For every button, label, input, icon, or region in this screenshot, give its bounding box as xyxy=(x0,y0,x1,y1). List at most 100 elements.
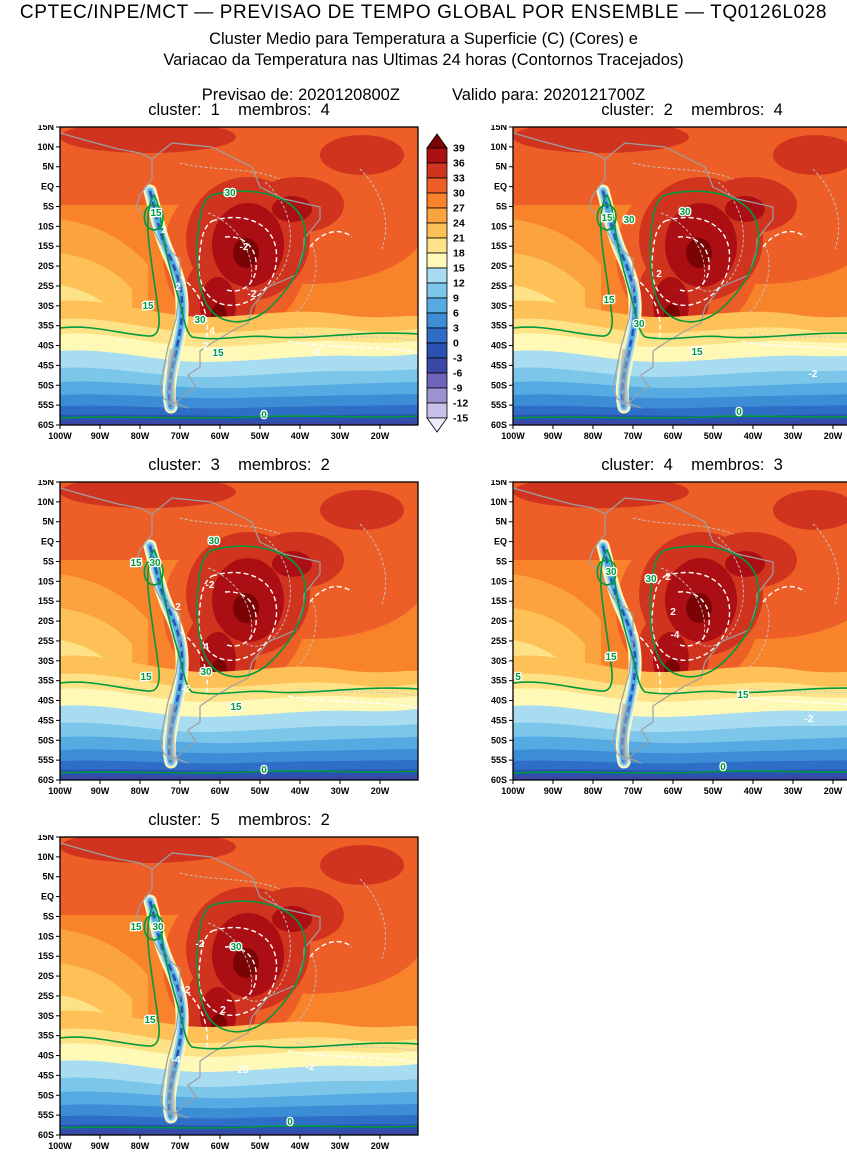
coastline xyxy=(588,142,774,409)
contour-label: -2 xyxy=(182,684,191,695)
contour-label: 2 xyxy=(175,282,181,293)
lon-tick-label: 50W xyxy=(251,786,270,796)
contour-label: -2 xyxy=(240,242,249,253)
lat-tick-label: 35S xyxy=(491,676,507,686)
contour-label: 30 xyxy=(623,215,635,226)
lon-tick-label: 40W xyxy=(291,786,310,796)
colorbar-tick-label: 30 xyxy=(453,188,465,200)
page-title: CPTEC/INPE/MCT — PREVISAO DE TEMPO GLOBA… xyxy=(19,2,828,23)
lat-tick-label: 5S xyxy=(496,201,507,211)
gray-variation-contours xyxy=(632,162,847,339)
colorbar-segment xyxy=(426,342,448,359)
contour-label: -2 xyxy=(306,1062,315,1073)
contour-label: 15 xyxy=(142,301,154,312)
lon-tick-label: 60W xyxy=(211,1141,230,1151)
lon-tick-label: 40W xyxy=(291,431,310,441)
contour-label: 15 xyxy=(603,295,615,306)
lon-tick-label: 60W xyxy=(211,786,230,796)
lat-tick-label: 35S xyxy=(491,321,507,331)
white-variation-contours xyxy=(180,926,418,1064)
lon-tick-label: 70W xyxy=(624,431,643,441)
gray-variation-contours xyxy=(179,517,417,697)
contour-label: 2 xyxy=(220,1005,226,1016)
panel-cluster-4: cluster: 4 membros: 3 15N 10N 5N EQ 5S 10S 15S… xyxy=(481,456,847,796)
lat-tick-label: 5S xyxy=(496,556,507,566)
contour-label: 2 xyxy=(656,269,662,280)
lat-tick-label: 10S xyxy=(491,221,507,231)
lat-tick-label: 50S xyxy=(491,735,507,745)
green-isotherms xyxy=(513,545,847,774)
lon-tick-label: 90W xyxy=(544,786,563,796)
colorbar-tick-label: 24 xyxy=(453,218,465,230)
map-cluster-4: 15N 10N 5N EQ 5S 10S 15S 20S 25S 30S 35S 40S 45S 50S 5… xyxy=(481,477,847,796)
colorbar-tick-label: -9 xyxy=(453,383,462,395)
lat-tick-label: 5S xyxy=(43,556,54,566)
white-variation-contours xyxy=(180,216,418,354)
lat-tick-label: 15N xyxy=(37,125,54,132)
panel-title-cluster-5: cluster: 5 membros: 2 xyxy=(148,811,330,829)
lon-tick-label: 60W xyxy=(664,786,683,796)
contour-label: 30 xyxy=(194,315,206,326)
map-border xyxy=(59,126,419,426)
lat-tick-label: 50S xyxy=(38,380,54,390)
colorbar-segment xyxy=(426,312,448,329)
contour-label: 15 xyxy=(601,213,613,224)
contour-label: 4 xyxy=(209,326,215,337)
lon-tick-label: 90W xyxy=(544,431,563,441)
lon-tick-label: 40W xyxy=(291,1141,310,1151)
colorbar-tick-label: 3 xyxy=(453,323,459,335)
colorbar-segment xyxy=(426,402,448,419)
map-border xyxy=(512,481,847,781)
contour-label: 2 xyxy=(203,341,209,352)
colorbar-segment xyxy=(426,147,448,164)
coastline xyxy=(588,497,774,764)
colorbar-tick-label: -3 xyxy=(453,353,462,365)
map-border xyxy=(512,126,847,426)
subtitle-line-2: Variacao da Temperatura nas Ultimas 24 h… xyxy=(163,51,684,69)
lon-tick-label: 50W xyxy=(704,431,723,441)
lat-tick-label: EQ xyxy=(41,892,54,902)
lat-tick-label: 45S xyxy=(38,1070,54,1080)
lon-tick-label: 20W xyxy=(371,786,390,796)
lon-tick-label: 80W xyxy=(131,786,150,796)
lat-tick-label: 50S xyxy=(38,1090,54,1100)
white-variation-contours xyxy=(633,216,847,351)
lat-tick-label: 10S xyxy=(38,576,54,586)
contour-label: 30 xyxy=(200,667,212,678)
contour-label: 15 xyxy=(150,208,162,219)
lon-tick-label: 100W xyxy=(48,1141,72,1151)
map-svg: 15N 10N 5N EQ 5S 10S 15S 20S 25S 30S 35S 40S 45S 50S 5… xyxy=(37,832,419,1151)
subtitle-line-1: Cluster Medio para Temperatura a Superfi… xyxy=(209,30,638,48)
lat-tick-label: 20S xyxy=(38,616,54,626)
lat-tick-label: 10N xyxy=(37,852,54,862)
contour-label: -2 xyxy=(805,714,814,725)
lon-tick-label: 20W xyxy=(371,1141,390,1151)
contour-label: 15 xyxy=(144,1015,156,1026)
contour-label: 15 xyxy=(130,558,142,569)
lat-tick-label: EQ xyxy=(494,182,507,192)
coastline-central-america xyxy=(513,132,606,160)
colorbar-segment xyxy=(426,162,448,179)
lat-tick-label: 15S xyxy=(38,596,54,606)
lon-tick-label: 70W xyxy=(171,1141,190,1151)
coastline-central-america xyxy=(513,487,606,515)
lat-tick-label: 15S xyxy=(38,241,54,251)
lon-tick-label: 100W xyxy=(501,431,525,441)
lat-tick-label: 5N xyxy=(42,872,54,882)
lat-tick-label: 45S xyxy=(491,360,507,370)
lat-tick-label: 5S xyxy=(43,911,54,921)
panel-cluster-2: cluster: 2 membros: 4 15N 10N 5N EQ 5S 10S 15S… xyxy=(481,101,847,441)
colorbar-tick-label: 36 xyxy=(453,158,465,170)
lon-tick-label: 80W xyxy=(584,431,603,441)
lon-tick-label: 40W xyxy=(744,431,763,441)
lon-tick-label: 20W xyxy=(824,786,843,796)
lat-tick-label: 35S xyxy=(38,1031,54,1041)
colorbar-tick-label: 12 xyxy=(453,278,465,290)
map-border xyxy=(59,481,419,781)
panel-title-cluster-1: cluster: 1 membros: 4 xyxy=(148,101,330,119)
colorbar-tick-label: -12 xyxy=(453,398,468,410)
lat-tick-label: 40S xyxy=(491,341,507,351)
lat-tick-label: 40S xyxy=(38,696,54,706)
lat-tick-label: 5N xyxy=(495,517,507,527)
